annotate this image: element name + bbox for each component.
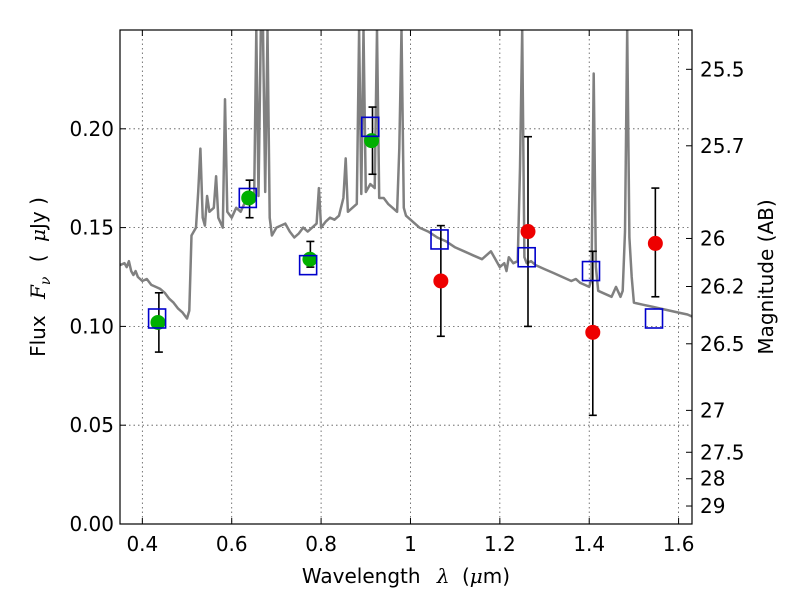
x-tick-label: 1.6 bbox=[663, 532, 695, 556]
y2-tick-label: 26 bbox=[700, 226, 725, 250]
y-tick-label: 0.10 bbox=[69, 314, 114, 338]
y-axis-label-mu: μ bbox=[26, 229, 50, 242]
y-tick-label: 0.00 bbox=[69, 512, 114, 536]
y2-tick-label: 26.5 bbox=[700, 332, 745, 356]
red-circle-marker bbox=[433, 273, 449, 289]
y2-tick-label: 28 bbox=[700, 467, 725, 491]
y-axis-label-nu: ν bbox=[38, 276, 54, 285]
x-tick-label: 0.8 bbox=[305, 532, 337, 556]
red-circle-marker bbox=[520, 224, 536, 240]
y-tick-label: 0.20 bbox=[69, 117, 114, 141]
y2-tick-label: 27.5 bbox=[700, 440, 745, 464]
square-marker bbox=[644, 308, 664, 329]
model-spectrum-line bbox=[120, 30, 692, 320]
x-axis-label-paren: ( bbox=[462, 564, 470, 588]
y2-tick-label: 29 bbox=[700, 494, 725, 518]
y-axis-label-F: F bbox=[26, 284, 50, 300]
y-tick-label: 0.05 bbox=[69, 413, 114, 437]
grid bbox=[120, 30, 692, 525]
x-tick-label: 1.2 bbox=[484, 532, 516, 556]
x-axis-label-unit: m) bbox=[483, 564, 510, 588]
y-axis-label-unit: Jy ) bbox=[26, 197, 50, 231]
y2-axis-label: Magnitude (AB) bbox=[754, 199, 778, 354]
x-axis-label-text: Wavelength bbox=[302, 564, 421, 588]
x-axis-label: Wavelength λ (μm) bbox=[302, 564, 510, 588]
data-markers bbox=[147, 116, 664, 340]
square-marker bbox=[298, 254, 318, 276]
red-circle-marker bbox=[647, 235, 663, 251]
x-tick-label: 1 bbox=[404, 532, 417, 556]
green-circle-marker bbox=[364, 133, 380, 149]
square-marker bbox=[430, 229, 449, 250]
green-circle-marker bbox=[150, 314, 166, 330]
y-axis-label-paren: ( bbox=[26, 254, 50, 262]
y2-tick-label: 25.7 bbox=[700, 134, 745, 158]
square-marker bbox=[238, 187, 258, 209]
x-axis-label-mu: μ bbox=[470, 564, 483, 588]
y2-tick-label: 25.5 bbox=[700, 57, 745, 81]
square-marker bbox=[360, 116, 380, 138]
plot-frame bbox=[119, 29, 693, 525]
x-tick-label: 0.6 bbox=[216, 532, 248, 556]
square-marker bbox=[581, 260, 601, 282]
y-axis-label-text: Flux bbox=[26, 315, 50, 357]
green-circle-marker bbox=[241, 190, 257, 206]
y2-tick-label: 27 bbox=[700, 398, 725, 422]
model-spectrum bbox=[120, 30, 692, 320]
y2-tick-label: 26.2 bbox=[700, 274, 745, 298]
axis-ticks: 0.4 0.6 0.8 1 1.2 1.4 1.6 0.00 0.05 0.10 0.15 0.20 2… bbox=[69, 30, 745, 556]
x-tick-label: 1.4 bbox=[573, 532, 605, 556]
y-axis-label: Flux Fν ( μJy ) bbox=[26, 197, 55, 357]
red-circle-marker bbox=[585, 324, 601, 340]
x-tick-label: 0.4 bbox=[126, 532, 158, 556]
green-circle-marker bbox=[302, 251, 318, 267]
x-axis-label-lambda: λ bbox=[436, 564, 450, 588]
y-tick-label: 0.15 bbox=[69, 216, 114, 240]
square-marker bbox=[517, 246, 536, 268]
square-marker bbox=[147, 308, 167, 329]
